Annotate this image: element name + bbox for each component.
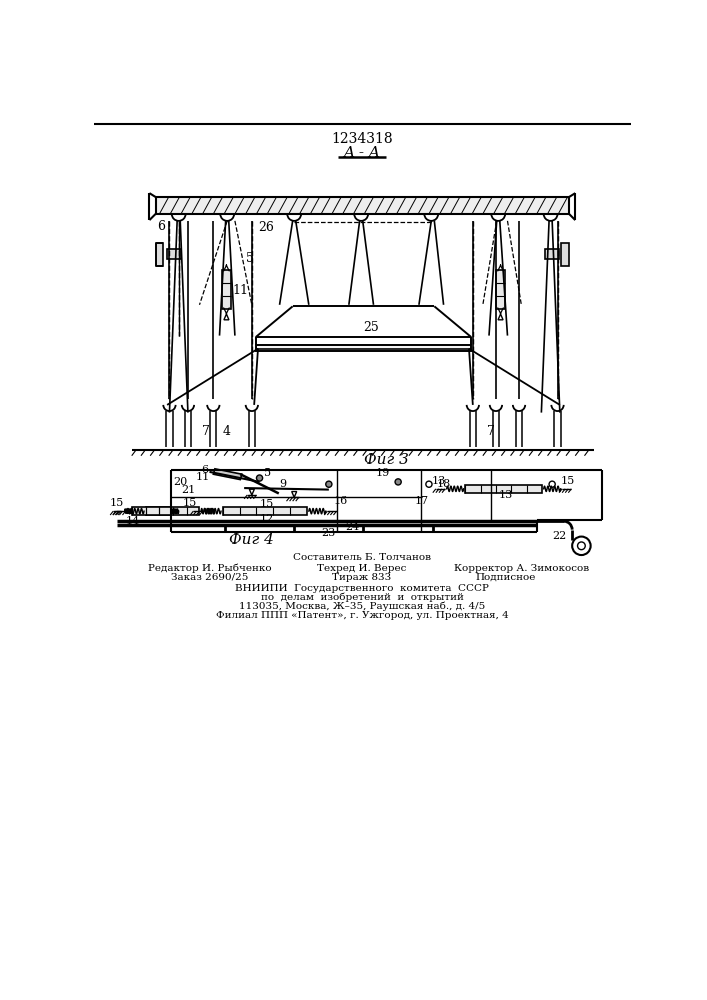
Text: 9: 9 <box>279 479 286 489</box>
Text: 13: 13 <box>432 476 446 486</box>
Text: 15: 15 <box>110 498 124 508</box>
Bar <box>222 270 231 309</box>
Bar <box>167 249 181 259</box>
Bar <box>496 270 506 309</box>
Bar <box>156 197 569 214</box>
Text: 25: 25 <box>363 321 379 334</box>
Text: Составитель Б. Толчанов: Составитель Б. Толчанов <box>293 553 431 562</box>
Text: 21: 21 <box>181 485 195 495</box>
Text: 7: 7 <box>486 425 494 438</box>
Text: 15: 15 <box>561 476 575 486</box>
Text: 12: 12 <box>260 514 274 524</box>
Text: Фиг 4: Фиг 4 <box>229 533 274 547</box>
Text: 22: 22 <box>551 531 566 541</box>
Text: 16: 16 <box>333 496 348 506</box>
Bar <box>132 507 171 515</box>
Text: 26: 26 <box>258 221 274 234</box>
Text: 7: 7 <box>201 425 209 438</box>
Bar <box>256 345 472 351</box>
Text: Тираж 833: Тираж 833 <box>332 573 392 582</box>
Text: 113035, Москва, Ж–35, Раушская наб., д. 4/5: 113035, Москва, Ж–35, Раушская наб., д. … <box>239 602 485 611</box>
Text: Заказ 2690/25: Заказ 2690/25 <box>171 573 248 582</box>
Text: 20: 20 <box>173 477 187 487</box>
Text: Филиал ППП «Патент», г. Ужгород, ул. Проектная, 4: Филиал ППП «Патент», г. Ужгород, ул. Про… <box>216 611 508 620</box>
Bar <box>223 507 308 515</box>
Circle shape <box>395 479 402 485</box>
Text: 11: 11 <box>195 472 209 482</box>
Circle shape <box>257 475 262 481</box>
Bar <box>465 485 542 493</box>
Text: 5: 5 <box>247 252 255 265</box>
Text: Редактор И. Рыбченко: Редактор И. Рыбченко <box>148 563 271 573</box>
Text: ВНИИПИ  Государственного  комитета  СССР: ВНИИПИ Государственного комитета СССР <box>235 584 489 593</box>
Polygon shape <box>156 243 163 266</box>
Text: 1234318: 1234318 <box>331 132 393 146</box>
Text: 6: 6 <box>157 220 165 233</box>
Text: 11: 11 <box>233 284 249 297</box>
Text: Подписное: Подписное <box>476 573 536 582</box>
Text: Фиг 3: Фиг 3 <box>364 453 409 467</box>
Text: 15: 15 <box>183 498 197 508</box>
Text: 18: 18 <box>437 479 451 489</box>
Text: Техред И. Верес: Техред И. Верес <box>317 564 407 573</box>
Text: A - A: A - A <box>344 146 380 160</box>
Polygon shape <box>561 243 569 266</box>
Text: 5: 5 <box>264 468 271 478</box>
Text: 24: 24 <box>345 522 359 532</box>
Circle shape <box>326 481 332 487</box>
Text: 14: 14 <box>125 516 139 526</box>
Text: 15: 15 <box>260 499 274 509</box>
Text: 17: 17 <box>414 496 428 506</box>
Text: по  делам  изобретений  и  открытий: по делам изобретений и открытий <box>260 593 463 602</box>
Text: Корректор А. Зимокосов: Корректор А. Зимокосов <box>454 564 589 573</box>
Text: 6: 6 <box>201 465 208 475</box>
Bar <box>545 249 559 259</box>
Text: 19: 19 <box>375 468 390 478</box>
Polygon shape <box>214 469 242 480</box>
Text: 13: 13 <box>499 490 513 500</box>
Text: 23: 23 <box>322 528 336 538</box>
Bar <box>146 507 199 515</box>
Text: 4: 4 <box>223 425 230 438</box>
